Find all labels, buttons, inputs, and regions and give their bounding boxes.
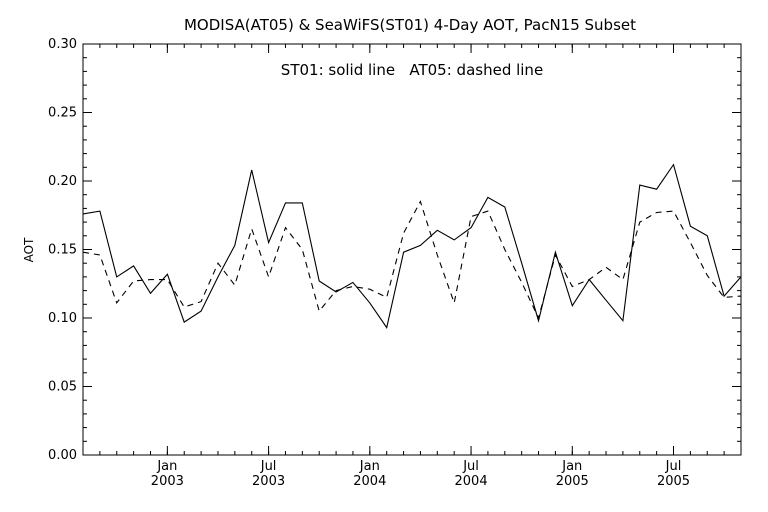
x-tick-month-label: Jan	[359, 459, 380, 474]
x-tick-year-label: 2004	[353, 474, 386, 489]
y-tick-label: 0.15	[48, 243, 77, 258]
x-tick-year-label: 2005	[556, 474, 589, 489]
y-tick-label: 0.10	[48, 311, 77, 326]
x-axis: Jan2003Jul2003Jan2004Jul2004Jan2005Jul20…	[82, 44, 742, 489]
y-axis: 0.00 0.05 0.10 0.15 0.20 0.25 0.30	[48, 37, 741, 463]
y-tick-label: 0.00	[48, 448, 77, 463]
plot-frame	[82, 43, 742, 456]
x-tick-year-label: 2005	[657, 474, 690, 489]
line-style-annotation: ST01: solid line AT05: dashed line	[281, 61, 543, 79]
series-line-at05	[82, 200, 742, 320]
x-tick-year-label: 2003	[252, 474, 285, 489]
series-layer	[82, 163, 742, 329]
y-tick-label: 0.20	[48, 174, 77, 189]
x-tick-year-label: 2003	[151, 474, 184, 489]
x-tick-month-label: Jan	[156, 459, 177, 474]
x-tick-month-label: Jan	[561, 459, 582, 474]
y-tick-label: 0.05	[48, 380, 77, 395]
y-tick-label: 0.30	[48, 37, 77, 52]
x-tick-month-label: Jul	[665, 459, 682, 474]
x-tick-month-label: Jul	[462, 459, 479, 474]
chart-title: MODISA(AT05) & SeaWiFS(ST01) 4-Day AOT, …	[184, 16, 636, 34]
series-line-st01	[82, 163, 742, 329]
x-tick-year-label: 2004	[455, 474, 488, 489]
y-tick-label: 0.25	[48, 106, 77, 121]
y-axis-label: AOT	[22, 237, 36, 262]
x-tick-month-label: Jul	[260, 459, 277, 474]
